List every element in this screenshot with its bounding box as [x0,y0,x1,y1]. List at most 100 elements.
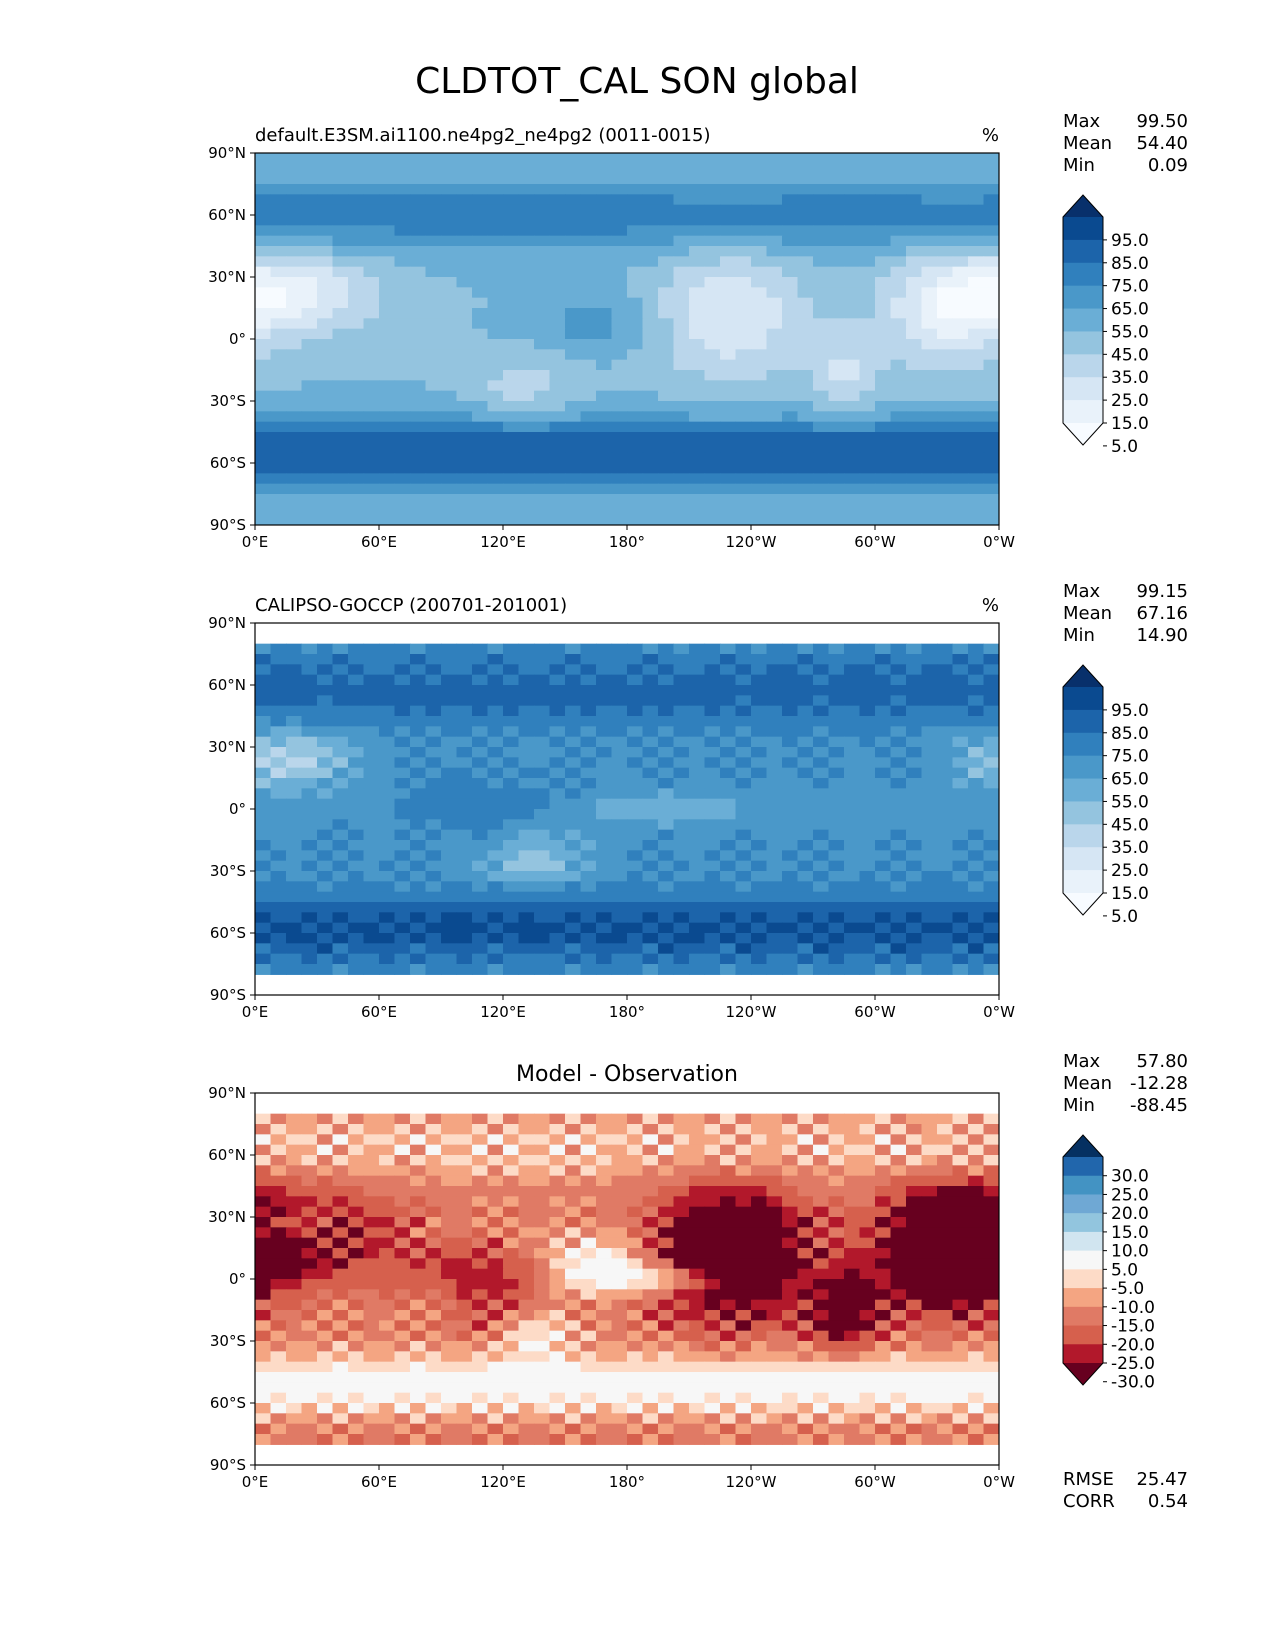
field-cell [751,881,768,893]
field-cell [379,463,396,474]
field-cell [410,1165,427,1177]
field-cell [642,256,659,268]
field-cell [286,891,303,903]
field-cell [270,514,287,525]
field-cell [317,1186,334,1197]
field-cell [813,380,830,392]
field-cell [301,716,318,727]
field-cell [658,1434,675,1445]
field-cell [456,1206,473,1218]
field-cell [332,1217,349,1228]
field-cell [565,308,582,319]
field-cell [689,473,706,485]
field-cell [735,726,752,738]
y-tick-label: 60°N [208,206,246,224]
field-cell [565,494,582,505]
field-cell [441,654,458,665]
field-cell [534,953,551,965]
field-cell [425,1330,442,1342]
field-cell [658,318,675,330]
field-cell [255,654,272,665]
field-cell [394,1186,411,1197]
field-cell [503,747,520,758]
field-cell [394,1310,411,1321]
field-cell [797,1237,814,1249]
field-cell [627,1372,644,1383]
field-cell [704,494,721,505]
field-cell [611,1175,628,1187]
field-cell [580,297,597,309]
field-cell [766,235,783,247]
field-cell [937,225,954,237]
field-cell [348,1320,365,1332]
field-cell [255,1113,272,1125]
field-cell [735,912,752,924]
field-cell [301,778,318,789]
field-cell [425,514,442,525]
field-cell [317,318,334,330]
field-cell [658,840,675,851]
field-cell [890,1258,907,1270]
field-cell [518,173,535,185]
field-cell [363,1175,380,1187]
field-cell [983,1423,999,1435]
field-cell [394,643,411,655]
field-cell [410,881,427,893]
field-cell [844,277,861,288]
field-cell [503,860,520,872]
field-cell [627,1320,644,1332]
field-cell [968,1289,985,1301]
field-cell [348,452,365,464]
field-cell [301,370,318,381]
field-cell [286,1165,303,1177]
field-cell [735,674,752,686]
field-cell [828,654,845,665]
field-cell [720,359,737,371]
field-cell [441,163,458,175]
field-cell [720,339,737,350]
field-cell [720,1279,737,1290]
field-cell [983,246,999,257]
field-cell [410,1196,427,1208]
field-cell [766,767,783,779]
field-cell [813,798,830,810]
field-cell [766,266,783,278]
field-cell [332,1413,349,1425]
field-cell [751,778,768,789]
field-cell [332,778,349,789]
field-cell [255,1423,272,1435]
field-cell [317,1206,334,1218]
field-cell [580,1165,597,1177]
field-cell [286,153,303,164]
field-cell [332,943,349,955]
field-cell [580,153,597,164]
field-cell [317,1310,334,1321]
field-cell [534,297,551,309]
field-cell [332,235,349,247]
field-cell [503,308,520,319]
field-cell [255,716,272,727]
field-cell [596,1403,613,1414]
field-cell [472,1279,489,1290]
field-cell [286,277,303,288]
field-cell [797,881,814,893]
field-cell [301,277,318,288]
field-cell [704,1124,721,1135]
field-cell [394,1134,411,1146]
field-cell [751,1124,768,1135]
field-cell [968,1320,985,1332]
field-cell [689,1279,706,1290]
field-cell [363,1227,380,1239]
field-cell [735,705,752,717]
field-cell [549,674,566,686]
field-cell [549,664,566,676]
field-cell [301,964,318,975]
field-cell [394,788,411,800]
field-cell [828,153,845,164]
field-cell [472,912,489,924]
field-cell [255,246,272,257]
field-cell [348,902,365,913]
field-cell [472,1227,489,1239]
field-cell [441,318,458,330]
